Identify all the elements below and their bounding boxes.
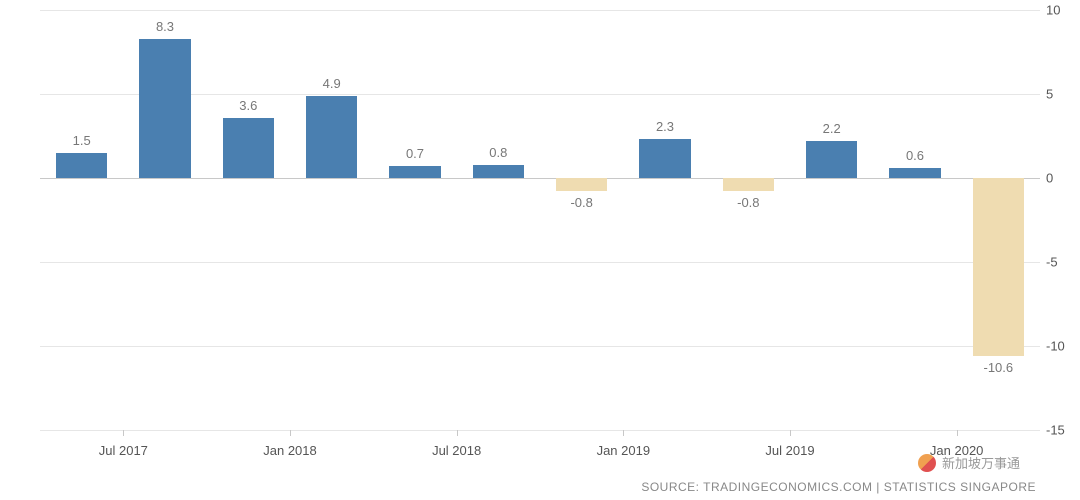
bar [56,153,108,178]
plot-area: -15-10-505101.58.33.64.90.70.8-0.82.3-0.… [40,10,1040,430]
bar [139,39,191,178]
x-tick-label: Jul 2019 [765,443,814,458]
bar [389,166,441,178]
y-tick-label: 5 [1046,87,1076,102]
bar-value-label: 8.3 [125,19,205,34]
bar-value-label: -10.6 [958,360,1038,375]
y-tick-label: 10 [1046,3,1076,18]
watermark-text: 新加坡万事通 [942,453,1020,472]
gridline [40,178,1040,179]
x-tick-mark [457,430,458,436]
watermark: 新加坡万事通 [918,453,1020,472]
gridline [40,346,1040,347]
bar-value-label: -0.8 [708,195,788,210]
bar-value-label: -0.8 [542,195,622,210]
bar [723,178,775,191]
x-tick-label: Jan 2018 [263,443,317,458]
x-tick-label: Jan 2019 [597,443,651,458]
y-tick-label: 0 [1046,171,1076,186]
gridline [40,430,1040,431]
bar-value-label: 0.7 [375,146,455,161]
bar [889,168,941,178]
x-tick-label: Jul 2017 [99,443,148,458]
bar [473,165,525,178]
bar-value-label: 4.9 [292,76,372,91]
bar-value-label: 0.8 [458,145,538,160]
gridline [40,262,1040,263]
bar [806,141,858,178]
bar [973,178,1025,356]
y-tick-label: -15 [1046,423,1076,438]
y-tick-label: -10 [1046,339,1076,354]
x-tick-mark [623,430,624,436]
gridline [40,10,1040,11]
x-tick-mark [290,430,291,436]
bar [639,139,691,178]
bar [306,96,358,178]
chart-container: -15 -10 -5 0 5 10 1.5 8.3 3.6 4.9 0.70.8 -0.8 2.3 -0.… [0,0,1080,500]
bar [223,118,275,178]
bar-value-label: 2.2 [792,121,872,136]
x-tick-mark [123,430,124,436]
y-tick-label: -5 [1046,255,1076,270]
x-tick-label: Jul 2018 [432,443,481,458]
bar-value-label: 1.5 [42,133,122,148]
bar [556,178,608,191]
bar-value-label: 2.3 [625,119,705,134]
bar-value-label: 3.6 [208,98,288,113]
x-tick-mark [790,430,791,436]
source-attribution: SOURCE: TRADINGECONOMICS.COM | STATISTIC… [641,480,1036,494]
bar-value-label: 0.6 [875,148,955,163]
x-tick-mark [957,430,958,436]
watermark-icon [918,454,936,472]
